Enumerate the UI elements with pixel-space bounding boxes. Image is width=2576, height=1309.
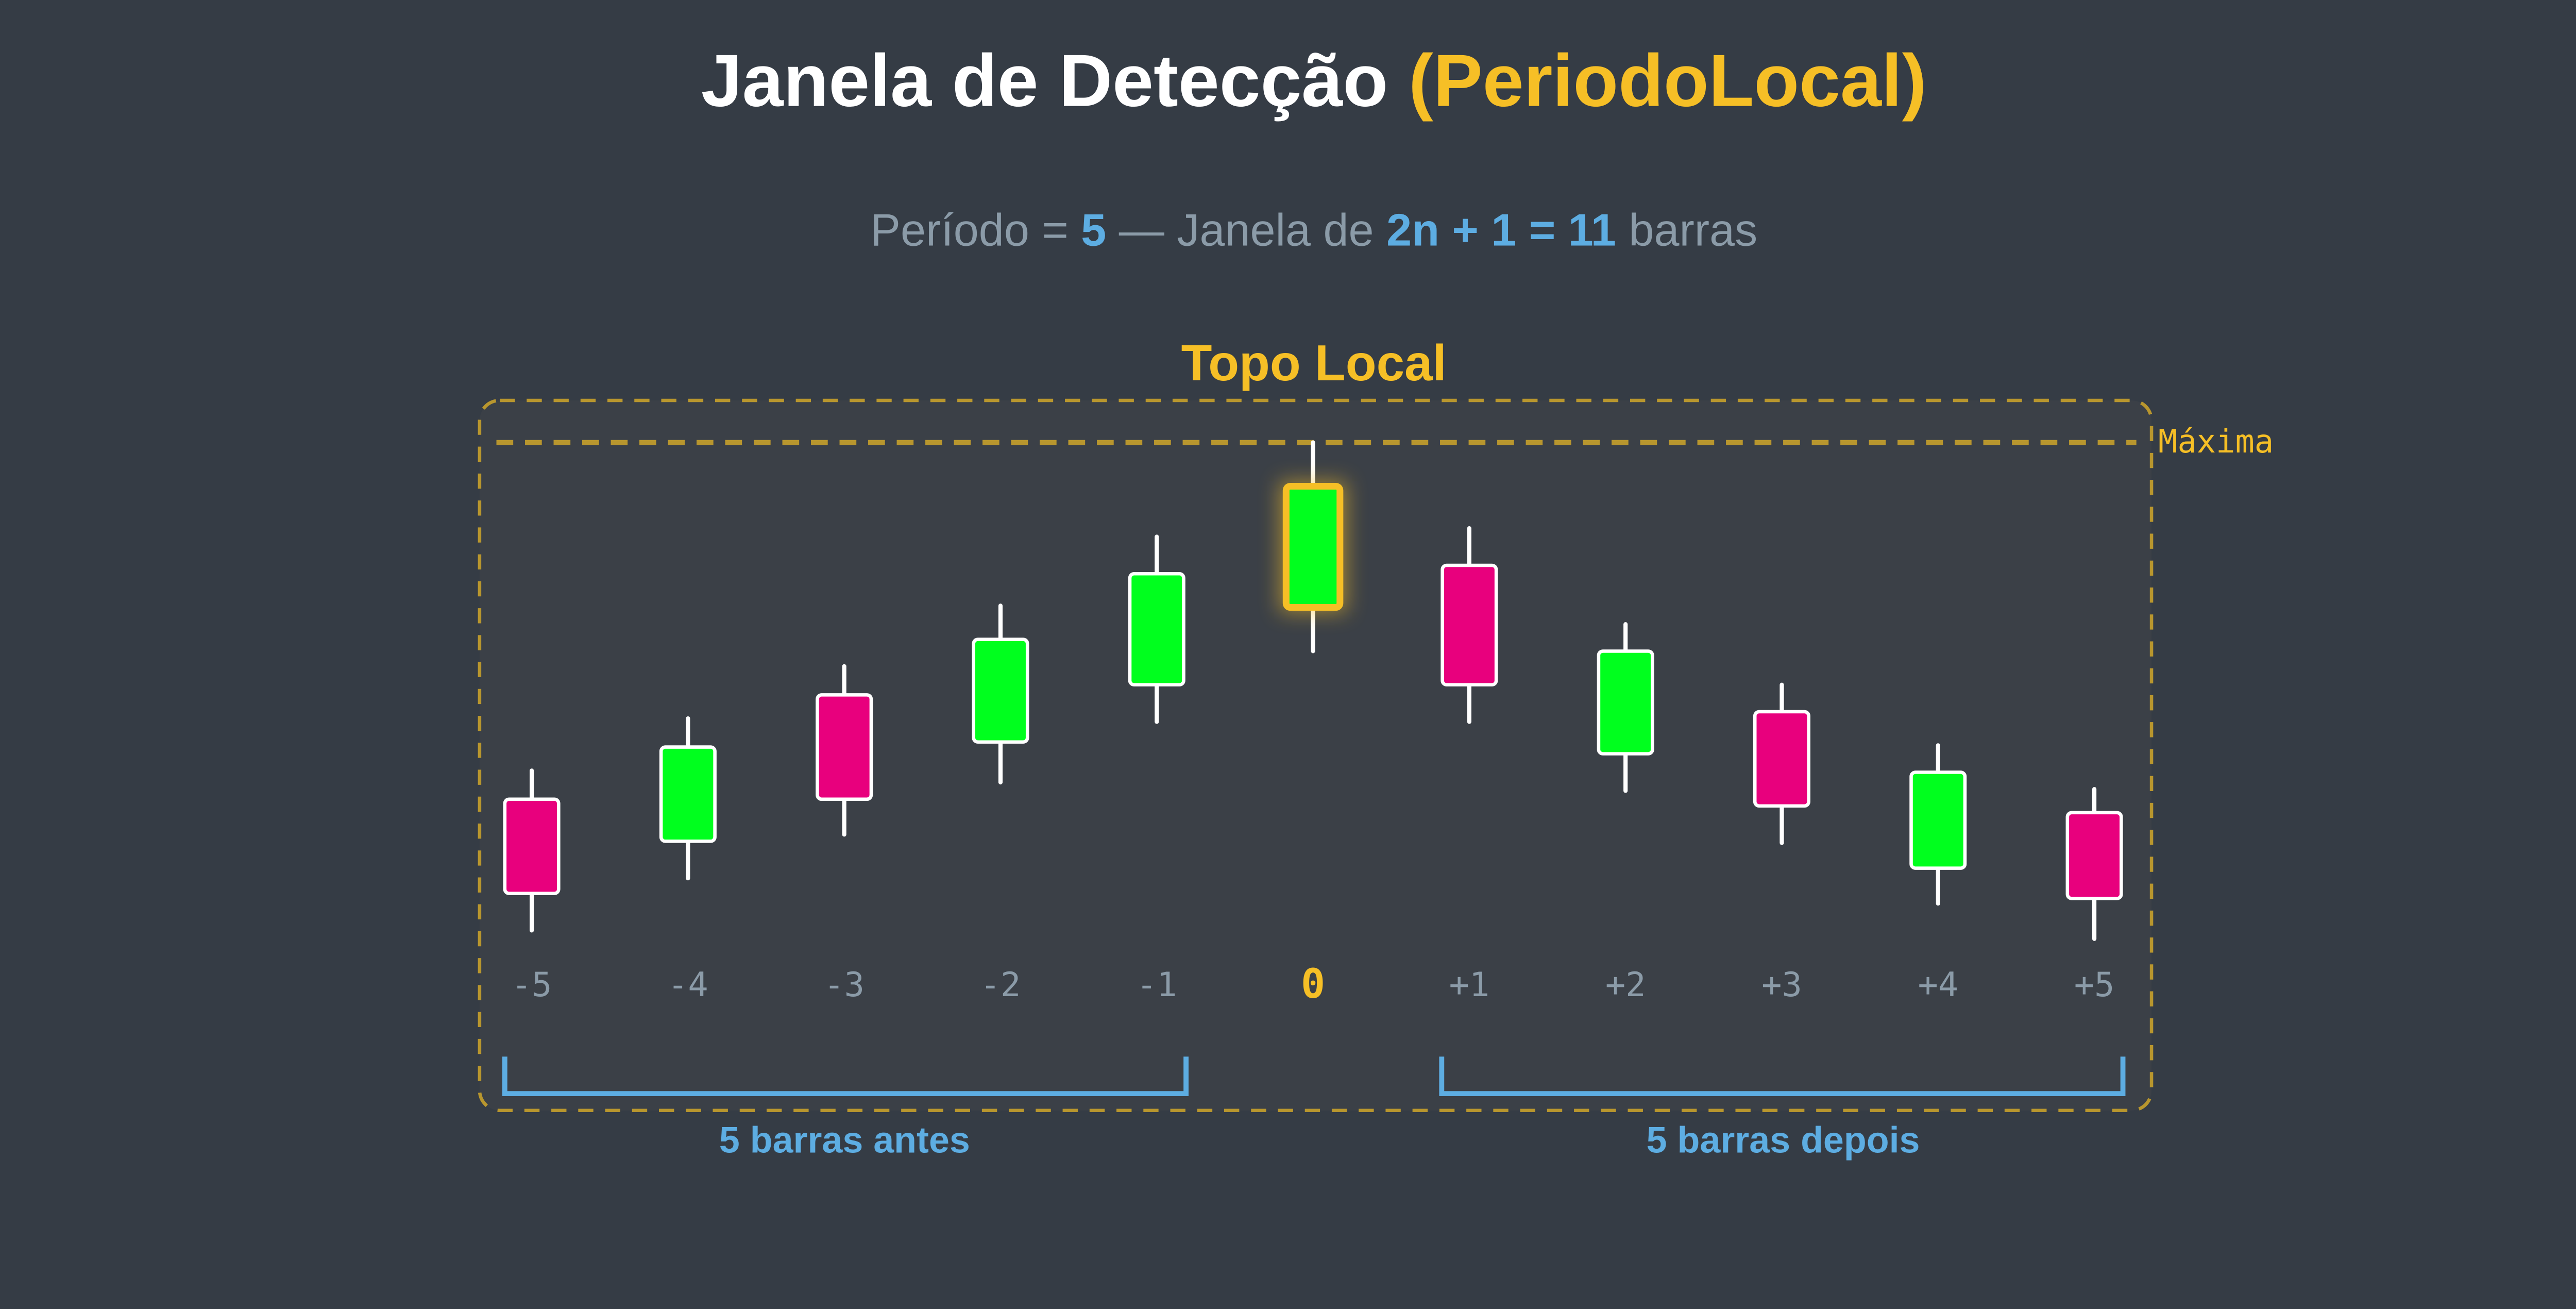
title-highlight: (PeriodoLocal): [1409, 40, 1927, 122]
candle-body: [816, 693, 873, 801]
candle-index-label: -2: [980, 965, 1021, 1004]
candle-index-label: +4: [1918, 965, 1958, 1004]
window-box: [478, 398, 2154, 1113]
candle-0: 0: [1279, 440, 1347, 1008]
candle-body: [2065, 811, 2123, 900]
candle-index-label: -1: [1137, 965, 1177, 1004]
candle-body: [972, 637, 1029, 744]
candle-body: [1597, 649, 1654, 756]
page-title: Janela de Detecção (PeriodoLocal): [701, 40, 1927, 122]
candle-body: [1440, 563, 1498, 687]
candle-index-label: 0: [1301, 961, 1325, 1008]
max-label: Máxima: [2158, 423, 2274, 460]
bracket-after-label: 5 barras depois: [1647, 1119, 1920, 1161]
bracket-before-label: 5 barras antes: [719, 1119, 970, 1161]
subtitle: Período = 5 — Janela de 2n + 1 = 11 barr…: [870, 205, 1757, 256]
candle-index-label: -5: [512, 965, 552, 1004]
candle-body: [503, 797, 561, 895]
box-label: Topo Local: [1181, 334, 1447, 391]
candle--2: -2: [972, 603, 1029, 1004]
candle-body: [1128, 572, 1185, 687]
candle-index-label: -3: [824, 965, 865, 1004]
candle-index-label: -4: [668, 965, 708, 1004]
bracket-before: [502, 1056, 1189, 1097]
candle-body: [659, 745, 717, 843]
candle-index-label: +1: [1449, 965, 1490, 1004]
candle-body: [1909, 770, 1967, 870]
candle--3: -3: [816, 664, 873, 1004]
candle-+4: +4: [1909, 743, 1967, 1004]
candle-index-label: +5: [2074, 965, 2115, 1004]
candle-body: [1282, 482, 1344, 611]
candle-index-label: +3: [1761, 965, 1802, 1004]
candle--4: -4: [659, 716, 717, 1004]
bracket-after: [1439, 1056, 2126, 1097]
candle-index-label: +2: [1605, 965, 1646, 1004]
candle-+3: +3: [1753, 682, 1810, 1004]
candles: -5 -4 -3 -2 -1 0 +1 +2 +3 +4 +5: [503, 440, 2123, 1008]
candle-body: [1753, 710, 1810, 808]
candle--1: -1: [1128, 534, 1185, 1004]
candle-+5: +5: [2065, 787, 2123, 1004]
candle--5: -5: [503, 768, 561, 1004]
candle-+1: +1: [1440, 526, 1498, 1004]
candle-+2: +2: [1597, 622, 1654, 1004]
